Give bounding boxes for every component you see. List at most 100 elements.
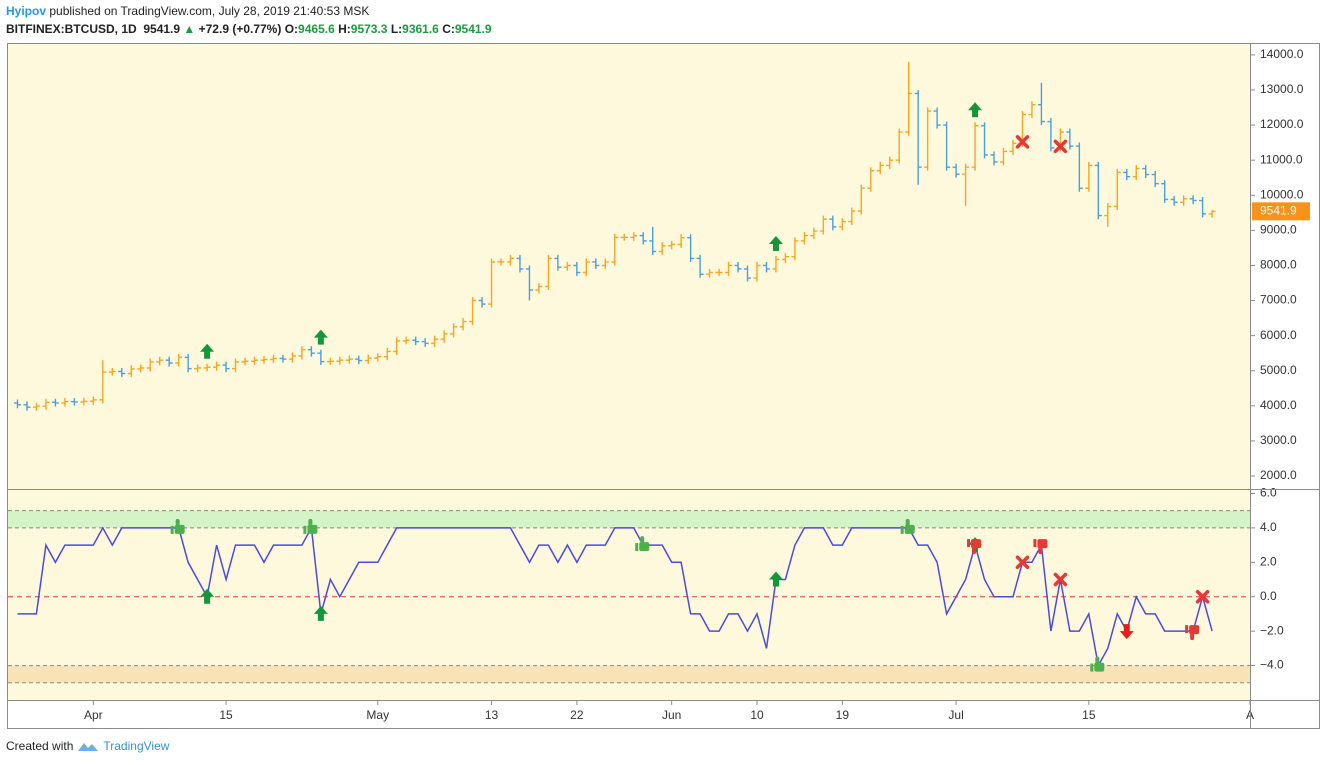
y-tick-label: 2.0 (1260, 554, 1277, 568)
y-tick-label: 13000.0 (1260, 82, 1304, 96)
signal-arrow-up (768, 235, 783, 251)
signal-thumbs-up (170, 518, 185, 534)
signal-cross (1053, 572, 1068, 587)
change: +72.9 (+0.77%) (198, 22, 282, 36)
arrow-shape (313, 605, 328, 621)
last-price-label: 9541.9 (1260, 204, 1297, 218)
arrow-shape (1119, 624, 1134, 640)
arrow-shape (968, 102, 983, 118)
arrow-shape (200, 343, 215, 359)
thumb-finger (1095, 656, 1100, 664)
thumb-cuff (1090, 663, 1094, 672)
y-tick-label: 7000.0 (1260, 293, 1297, 307)
cross-shape (1015, 135, 1030, 149)
cross-shape (1195, 589, 1210, 604)
y-tick-label: 9000.0 (1260, 223, 1297, 237)
last-price-box (1252, 202, 1310, 221)
created-with: Created with (6, 739, 74, 753)
x-tick-label: 19 (836, 708, 850, 722)
y-tick-label: 6000.0 (1260, 328, 1297, 342)
author[interactable]: Hyipov (6, 4, 47, 18)
signal-arrow-up (968, 102, 983, 118)
signal-arrow-up (200, 588, 215, 604)
thumb-cuff (170, 525, 174, 534)
signal-cross (1015, 135, 1030, 149)
signal-thumbs-down (1185, 625, 1200, 641)
cross-shape (1053, 139, 1068, 154)
cross-shape (1015, 555, 1030, 570)
signal-thumbs-up (1090, 656, 1105, 672)
thumb-finger (1038, 547, 1043, 555)
y-tick-label: 5000.0 (1260, 363, 1297, 377)
thumb-cuff (900, 525, 904, 534)
thumb-finger (308, 518, 313, 526)
x-tick-label: 13 (485, 708, 499, 722)
signal-cross (1015, 555, 1030, 570)
thumb-fist (307, 524, 318, 534)
signal-thumbs-up (635, 536, 650, 552)
plot-background (8, 44, 1250, 700)
signal-arrow-up (313, 605, 328, 621)
y-tick-label: 3000.0 (1260, 433, 1297, 447)
x-tick-label: 15 (1082, 708, 1096, 722)
arrow-shape (200, 588, 215, 604)
thumb-finger (175, 518, 180, 526)
indicator-line (17, 525, 1213, 668)
signal-arrow-up (200, 343, 215, 359)
brand-logo (78, 743, 99, 751)
x-tick-label: 15 (219, 708, 233, 722)
y-tick-label: 4.0 (1260, 520, 1277, 534)
low-label: L: (390, 22, 403, 36)
footer: Created with TradingView (6, 739, 169, 753)
low-value: 9361.6 (402, 22, 439, 36)
y-tick-label: 8000.0 (1260, 258, 1297, 272)
x-tick-label: Apr (84, 708, 103, 722)
symbol-line: BITFINEX:BTCUSD, 1D 9541.9 ▲ +72.9 (+0.7… (6, 22, 492, 36)
thumb-fist (1037, 539, 1048, 549)
signal-thumbs-down (1033, 539, 1048, 555)
thumb-finger (905, 518, 910, 526)
last-price: 9541.9 (143, 22, 181, 36)
high-value: 9573.3 (350, 22, 388, 36)
plot-layer: 2000.0 3000.0 4000.0 5000.0 6000.0 7000.0 8000… (8, 47, 1310, 722)
x-tick-label: Jul (948, 708, 963, 722)
thumb-cuff (967, 539, 971, 548)
thumb-fist (904, 524, 915, 534)
thumb-cuff (303, 525, 307, 534)
thumb-finger (972, 547, 977, 555)
signal-cross (1053, 139, 1068, 154)
thumb-fist (174, 524, 185, 534)
thumb-cuff (635, 543, 639, 552)
y-tick-label: −4.0 (1260, 658, 1284, 672)
brand[interactable]: TradingView (103, 739, 170, 753)
thumb-fist (971, 539, 982, 549)
y-tick-label: 14000.0 (1260, 47, 1304, 61)
thumb-finger (1190, 633, 1195, 641)
publish-line: Hyipov published on TradingView.com, Jul… (6, 4, 369, 18)
thumb-fist (1094, 662, 1105, 672)
arrow-shape (313, 329, 328, 345)
signal-thumbs-up (303, 518, 318, 534)
change-arrow: ▲ (183, 22, 196, 36)
y-tick-label: 4000.0 (1260, 398, 1297, 412)
high-label: H: (338, 22, 351, 36)
band (8, 665, 1250, 683)
close-value: 9541.9 (454, 22, 492, 36)
y-tick-label: −2.0 (1260, 623, 1284, 637)
signal-cross (1195, 589, 1210, 604)
signal-arrow-up (768, 571, 783, 587)
signal-arrow-down (1119, 624, 1134, 640)
y-tick-label: 0.0 (1260, 589, 1277, 603)
x-tick-label: May (366, 708, 389, 722)
open-label: O: (284, 22, 299, 36)
x-tick-label: 10 (750, 708, 764, 722)
symbol: BITFINEX:BTCUSD, 1D (6, 22, 137, 36)
x-tick-label: Jun (662, 708, 681, 722)
cross-shape (1053, 572, 1068, 587)
y-tick-label: 12000.0 (1260, 117, 1304, 131)
thumb-fist (639, 542, 650, 552)
y-tick-label: 11000.0 (1260, 152, 1303, 166)
close-label: C: (442, 22, 455, 36)
